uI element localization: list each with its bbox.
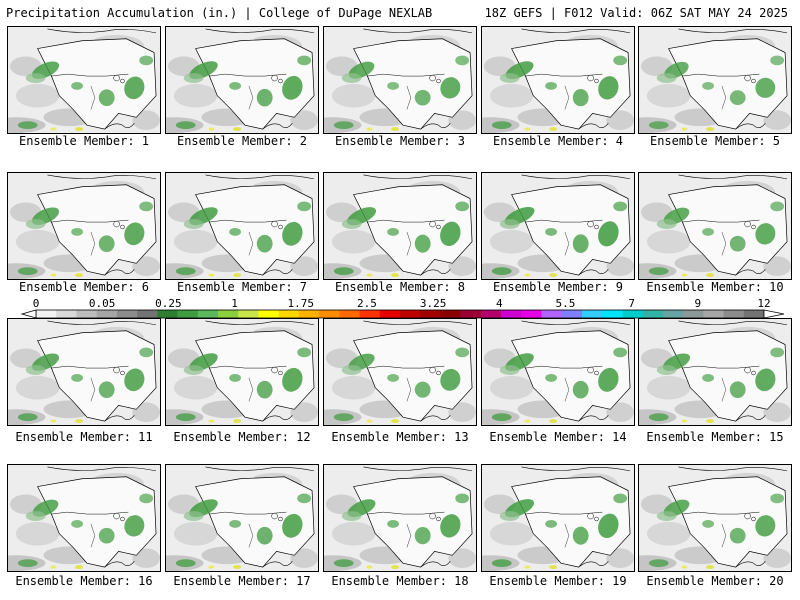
colorbar-segment	[36, 310, 57, 318]
colorbar-tick-label: 1	[231, 297, 238, 310]
colorbar-segment	[258, 310, 279, 318]
colorbar-segment	[278, 310, 300, 318]
colorbar-tick-label: 3.25	[420, 297, 447, 310]
ensemble-member-map	[481, 26, 635, 134]
colorbar-segment	[480, 310, 502, 318]
ensemble-member-caption: Ensemble Member: 9	[492, 280, 624, 294]
precipitation-colorbar: 0 0.05 0.25 1 1.75 2.5 3.25 4 5.5 7 9 12	[0, 296, 800, 320]
ensemble-member-caption: Ensemble Member: 11	[15, 430, 153, 444]
colorbar-segment	[703, 310, 724, 318]
ensemble-member-map	[165, 26, 319, 134]
ensemble-member-map	[638, 464, 792, 572]
ensemble-member-map	[638, 318, 792, 426]
colorbar-segment	[298, 310, 320, 318]
colorbar-segment	[238, 310, 259, 318]
colorbar-segment	[440, 310, 461, 318]
colorbar-segment	[622, 310, 643, 318]
colorbar-tick-label: 5.5	[556, 297, 576, 310]
map-title: Precipitation Accumulation (in.) | Colle…	[6, 6, 433, 20]
colorbar-segment	[642, 310, 664, 318]
colorbar-graphic: 0 0.05 0.25 1 1.75 2.5 3.25 4 5.5 7 9 12	[20, 297, 785, 319]
colorbar-segment	[56, 310, 77, 318]
colorbar-segment	[743, 310, 765, 318]
run-info: 18Z GEFS | F012 Valid: 06Z SAT MAY 24 20…	[484, 6, 788, 20]
ensemble-member-map	[638, 26, 792, 134]
ensemble-member-map	[323, 172, 477, 280]
colorbar-tick-label: 9	[695, 297, 702, 310]
ensemble-member-map	[7, 318, 161, 426]
ensemble-member-caption: Ensemble Member: 14	[489, 430, 627, 444]
colorbar-tick-label: 7	[628, 297, 635, 310]
colorbar-segment	[379, 310, 401, 318]
ensemble-member-map	[7, 172, 161, 280]
colorbar-segment	[561, 310, 583, 318]
ensemble-member-caption: Ensemble Member: 8	[334, 280, 466, 294]
ensemble-member-map	[165, 464, 319, 572]
ensemble-member-caption: Ensemble Member: 4	[492, 134, 624, 148]
colorbar-segment	[683, 310, 704, 318]
colorbar-segment	[116, 310, 138, 318]
colorbar-segment	[319, 310, 340, 318]
colorbar-segment	[541, 310, 563, 318]
colorbar-segment	[157, 310, 178, 318]
colorbar-tick-label: 4	[496, 297, 503, 310]
ensemble-member-caption: Ensemble Member: 19	[489, 574, 627, 588]
colorbar-segment	[582, 310, 603, 318]
ensemble-member-caption: Ensemble Member: 13	[331, 430, 469, 444]
ensemble-member-caption: Ensemble Member: 2	[176, 134, 308, 148]
colorbar-segment	[218, 310, 239, 318]
colorbar-segment	[96, 310, 118, 318]
ensemble-member-caption: Ensemble Member: 10	[646, 280, 784, 294]
ensemble-member-caption: Ensemble Member: 1	[18, 134, 150, 148]
ensemble-member-caption: Ensemble Member: 12	[173, 430, 311, 444]
ensemble-member-map	[7, 26, 161, 134]
ensemble-member-caption: Ensemble Member: 20	[646, 574, 784, 588]
ensemble-member-map	[481, 464, 635, 572]
colorbar-segment	[460, 310, 482, 318]
colorbar-tick-label: 1.75	[287, 297, 314, 310]
colorbar-segment	[602, 310, 623, 318]
ensemble-member-map	[481, 318, 635, 426]
colorbar-segment	[177, 310, 199, 318]
colorbar-tick-label: 12	[757, 297, 770, 310]
colorbar-max-arrow	[763, 309, 785, 319]
colorbar-segment	[662, 310, 684, 318]
colorbar-segment	[137, 310, 158, 318]
ensemble-member-caption: Ensemble Member: 6	[18, 280, 150, 294]
colorbar-segment	[339, 310, 360, 318]
ensemble-member-map	[481, 172, 635, 280]
ensemble-member-caption: Ensemble Member: 7	[176, 280, 308, 294]
colorbar-segment	[501, 310, 522, 318]
colorbar-segment	[521, 310, 542, 318]
ensemble-member-caption: Ensemble Member: 15	[646, 430, 784, 444]
ensemble-member-map	[7, 464, 161, 572]
ensemble-member-map	[323, 318, 477, 426]
ensemble-member-caption: Ensemble Member: 3	[334, 134, 466, 148]
ensemble-member-caption: Ensemble Member: 17	[173, 574, 311, 588]
ensemble-member-caption: Ensemble Member: 16	[15, 574, 153, 588]
ensemble-member-map	[638, 172, 792, 280]
colorbar-min-arrow	[20, 309, 37, 319]
colorbar-segment	[76, 310, 97, 318]
colorbar-tick-label: 0	[33, 297, 40, 310]
colorbar-tick-label: 0.25	[155, 297, 182, 310]
colorbar-tick-label: 2.5	[357, 297, 377, 310]
ensemble-member-map	[323, 464, 477, 572]
ensemble-member-map	[323, 26, 477, 134]
colorbar-segment	[723, 310, 745, 318]
colorbar-tick-label: 0.05	[89, 297, 116, 310]
colorbar-segment	[359, 310, 381, 318]
colorbar-segment	[420, 310, 441, 318]
ensemble-member-map	[165, 318, 319, 426]
ensemble-member-caption: Ensemble Member: 18	[331, 574, 469, 588]
colorbar-segment	[400, 310, 421, 318]
ensemble-member-caption: Ensemble Member: 5	[649, 134, 781, 148]
ensemble-member-map	[165, 172, 319, 280]
colorbar-segment	[197, 310, 219, 318]
